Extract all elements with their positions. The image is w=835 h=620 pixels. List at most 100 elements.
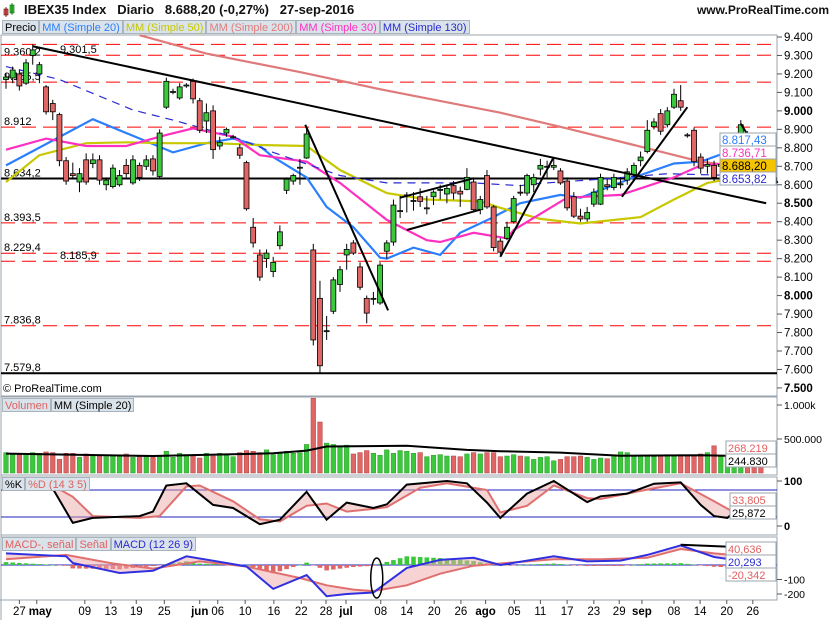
volume-bar	[571, 456, 577, 474]
copyright-label: © ProRealTime.com	[3, 383, 102, 395]
macd-histogram-bar	[257, 565, 263, 570]
macd-tag: 40,636	[728, 544, 762, 556]
macd-cross-highlight	[369, 557, 384, 599]
volume-bar	[417, 452, 423, 474]
volume-bar	[103, 456, 109, 474]
candle	[637, 151, 644, 167]
candle-body	[150, 158, 156, 172]
candle	[297, 158, 303, 185]
candle-body	[216, 141, 223, 147]
volume-ma-line	[5, 444, 761, 458]
date-label: 29	[613, 606, 626, 618]
volume-bar	[644, 455, 650, 474]
price-tag-box	[719, 171, 777, 186]
macd-histogram-bar	[304, 562, 309, 565]
volume-tag: 244.830	[728, 456, 768, 468]
legend-item[interactable]: MM (Simple 20)	[50, 398, 135, 412]
site-link[interactable]: www.ProRealTime.com	[696, 3, 829, 17]
legend-item[interactable]: MACD (12 26 9)	[110, 537, 197, 551]
volume-bar	[377, 455, 383, 474]
candle-body	[470, 181, 477, 211]
legend-item[interactable]: %K	[2, 477, 26, 491]
volume-bar	[76, 457, 83, 474]
macd-histogram-bar	[364, 565, 370, 567]
macd-histogram-bar	[77, 565, 82, 569]
trendlines[interactable]	[32, 45, 779, 311]
macd-tag: 20,293	[728, 557, 762, 569]
macd-histogram-bar	[598, 565, 603, 566]
legend-item[interactable]: Señal	[76, 537, 111, 551]
legend-item[interactable]: MM (Simple 20)	[39, 20, 123, 34]
trendline[interactable]	[32, 45, 767, 205]
legend-item[interactable]: MM (Simple 30)	[296, 20, 380, 34]
price-tag: 8.736,71	[722, 148, 767, 160]
volume-bar	[163, 450, 169, 474]
candle-body	[210, 110, 216, 151]
candle	[550, 158, 557, 170]
candle	[610, 173, 617, 191]
macd-panel	[1, 543, 777, 599]
volume-bar	[597, 457, 604, 474]
trendline[interactable]	[406, 208, 481, 231]
candle-body	[423, 207, 430, 210]
candle	[697, 153, 704, 174]
macd-histogram-bar	[705, 565, 710, 567]
volume-bar	[678, 454, 684, 474]
stoch-tick-label: 100	[784, 476, 802, 488]
candle	[123, 158, 130, 178]
macd-histogram-bar	[404, 556, 410, 565]
macd-histogram-bar	[524, 564, 530, 566]
stoch-k-line	[38, 479, 762, 526]
candle-body	[397, 210, 404, 213]
legend-item[interactable]: MM (Simple 130)	[379, 20, 470, 34]
volume-bar	[364, 450, 370, 474]
candle-body	[370, 297, 377, 300]
candle	[377, 262, 383, 305]
candle-body	[130, 159, 136, 184]
candle-body	[390, 204, 397, 243]
trendline[interactable]	[399, 177, 474, 199]
candle	[504, 221, 510, 241]
date-label: jul	[338, 606, 352, 618]
trendline[interactable]	[499, 156, 555, 258]
candle-body	[704, 164, 711, 167]
volume-bar	[564, 456, 570, 474]
volume-bar	[290, 453, 296, 474]
candle-body	[457, 190, 464, 195]
candle-body	[437, 188, 444, 191]
candle-body	[337, 269, 343, 285]
legend-item[interactable]: %D (14 3 5)	[25, 477, 90, 491]
trendline[interactable]	[304, 124, 390, 311]
volume-bar	[451, 455, 457, 474]
candle	[524, 173, 530, 196]
trendline[interactable]	[621, 106, 689, 198]
volume-bar	[36, 453, 42, 474]
legend-item[interactable]: MM (Simple 200)	[206, 20, 297, 34]
legend-item[interactable]: MACD-, señal	[2, 537, 77, 551]
candle-body	[223, 128, 230, 134]
macd-histogram-bar	[544, 563, 550, 565]
volume-tick-label: 500.000	[784, 434, 822, 446]
macd-histogram-bar	[197, 563, 203, 565]
volume-bar	[430, 455, 437, 474]
date-label: 09	[78, 606, 91, 618]
volume-bar	[117, 455, 123, 474]
price-tick-label: 8.700	[784, 161, 813, 173]
candle	[250, 218, 257, 248]
moving-average-line	[5, 127, 761, 244]
volume-bar	[524, 456, 530, 474]
price-tick-label: 7.600	[784, 364, 813, 376]
legend-item[interactable]: MM (Simple 50)	[122, 20, 207, 34]
volume-bar	[183, 454, 189, 474]
legend-item[interactable]: Volumen	[2, 398, 51, 412]
macd-histogram-bar	[204, 563, 209, 565]
candle	[597, 173, 604, 206]
candle	[530, 173, 537, 193]
volume-bar	[357, 452, 363, 474]
candle-body	[651, 121, 657, 127]
macd-histogram-bar	[250, 565, 256, 568]
legend-item[interactable]: Precio	[2, 20, 40, 34]
date-label: 16	[268, 606, 281, 618]
candle-body	[250, 226, 257, 244]
